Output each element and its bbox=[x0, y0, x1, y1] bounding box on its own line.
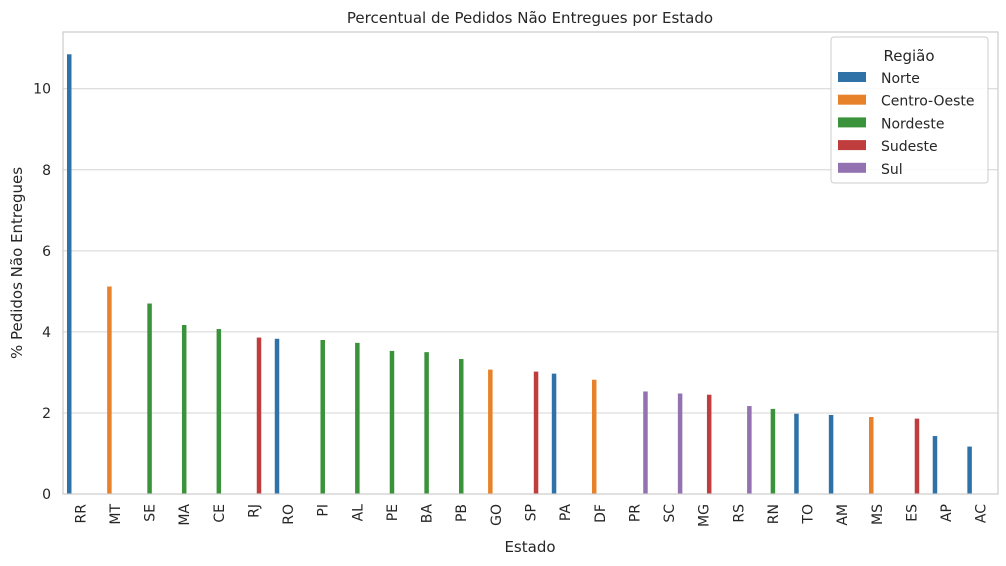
x-tick-label: MG bbox=[697, 504, 713, 527]
legend: Região Norte Centro-Oeste Nordeste Sudeste S… bbox=[830, 36, 989, 184]
legend-label-sudeste: Sudeste bbox=[881, 139, 938, 155]
plot-frame bbox=[62, 31, 999, 495]
bar-sp-sudeste bbox=[533, 371, 539, 494]
x-tick-label: MA bbox=[177, 504, 193, 526]
x-tick-label: ES bbox=[904, 504, 920, 522]
x-tick-label: SE bbox=[143, 504, 159, 522]
x-tick-label: GO bbox=[489, 504, 505, 526]
x-tick-label: SC bbox=[662, 504, 678, 523]
bars bbox=[66, 54, 972, 494]
bar-pr-sul bbox=[643, 391, 648, 494]
bar-se-nordeste bbox=[147, 303, 152, 494]
x-tick-labels: RR MT SE MA CE RJ RO PI AL PE BA PB GO SP PA DF PR SC MG RS… bbox=[73, 504, 989, 527]
x-tick-label: TO bbox=[801, 504, 817, 525]
legend-swatch-sudeste bbox=[838, 140, 866, 151]
bar-mg-sudeste bbox=[706, 394, 712, 494]
legend-label-norte: Norte bbox=[881, 71, 920, 87]
x-tick-label: RS bbox=[731, 504, 747, 523]
legend-box bbox=[830, 36, 989, 184]
x-tick-label: PB bbox=[454, 504, 470, 522]
bar-pa-norte bbox=[551, 373, 557, 494]
x-tick-label: RR bbox=[73, 504, 89, 524]
bar-rn-nordeste bbox=[770, 408, 776, 494]
bar-go-centro-oeste bbox=[488, 369, 493, 494]
x-axis-label: Estado bbox=[504, 538, 555, 556]
x-tick-label: RN bbox=[766, 504, 782, 524]
legend-label-sul: Sul bbox=[881, 162, 903, 178]
x-tick-label: MT bbox=[108, 504, 124, 525]
legend-swatch-sul bbox=[838, 162, 866, 173]
y-tick-label: 4 bbox=[42, 325, 51, 341]
x-tick-label: AP bbox=[939, 504, 955, 522]
bar-ce-nordeste bbox=[216, 329, 222, 494]
legend-swatch-nordeste bbox=[838, 117, 866, 128]
x-tick-label: CE bbox=[212, 504, 228, 523]
x-tick-label: PA bbox=[558, 504, 574, 522]
bar-pe-nordeste bbox=[389, 350, 395, 494]
bar-ba-nordeste bbox=[424, 352, 429, 494]
bar-ro-norte bbox=[274, 338, 280, 494]
bar-rs-sul bbox=[747, 406, 752, 494]
y-tick-label: 6 bbox=[42, 244, 51, 260]
y-axis-label: % Pedidos Não Entregues bbox=[8, 167, 26, 359]
y-tick-label: 0 bbox=[42, 487, 51, 503]
x-tick-label: MS bbox=[870, 504, 886, 525]
bar-pi-nordeste bbox=[320, 340, 325, 494]
legend-label-centro-oeste: Centro-Oeste bbox=[881, 94, 975, 110]
x-tick-label: AC bbox=[974, 504, 990, 523]
bar-df-centro-oeste bbox=[591, 379, 597, 494]
x-tick-label: RJ bbox=[246, 504, 262, 518]
chart-title: Percentual de Pedidos Não Entregues por … bbox=[347, 9, 713, 27]
legend-label-nordeste: Nordeste bbox=[881, 116, 944, 132]
bar-rj-sudeste bbox=[256, 337, 262, 494]
x-tick-label: PR bbox=[627, 504, 643, 522]
x-tick-label: RO bbox=[281, 504, 297, 525]
bar-rr-norte bbox=[66, 54, 72, 494]
bar-es-sudeste bbox=[914, 418, 920, 494]
bar-ma-nordeste bbox=[181, 325, 187, 494]
legend-swatch-norte bbox=[838, 72, 866, 82]
bar-ac-norte bbox=[967, 446, 972, 494]
x-tick-label: SP bbox=[524, 504, 540, 521]
bar-am-norte bbox=[828, 414, 834, 494]
x-tick-label: PE bbox=[385, 504, 401, 521]
y-tick-label: 8 bbox=[42, 163, 51, 179]
bar-ap-norte bbox=[932, 436, 938, 494]
legend-swatch-centro-oeste bbox=[838, 94, 866, 105]
x-tick-label: PI bbox=[316, 504, 332, 517]
x-tick-label: AM bbox=[835, 504, 851, 526]
y-tick-label: 2 bbox=[42, 406, 51, 422]
legend-title: Região bbox=[883, 47, 934, 65]
y-tick-label: 10 bbox=[33, 82, 51, 98]
x-tick-label: AL bbox=[350, 504, 366, 522]
x-tick-label: DF bbox=[593, 504, 609, 523]
bar-to-norte bbox=[794, 413, 799, 494]
x-tick-label: BA bbox=[420, 504, 436, 524]
bar-mt-centro-oeste bbox=[107, 286, 112, 494]
y-tick-labels: 0 2 4 6 8 10 bbox=[33, 82, 51, 503]
bar-al-nordeste bbox=[355, 342, 360, 494]
bar-pb-nordeste bbox=[458, 359, 464, 494]
bar-ms-centro-oeste bbox=[869, 417, 874, 494]
bar-sc-sul bbox=[677, 393, 683, 494]
